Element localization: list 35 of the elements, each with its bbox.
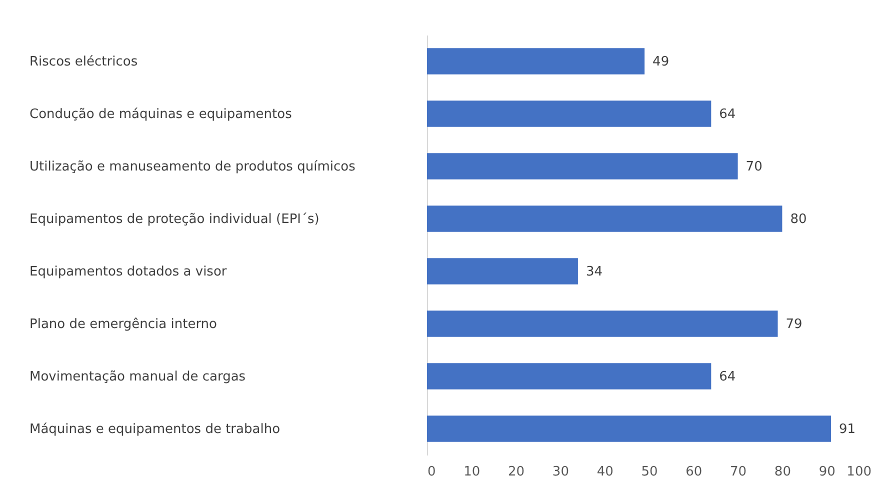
data-label: 49 — [652, 54, 670, 70]
x-tick-label: 20 — [508, 464, 525, 480]
x-tick-label: 40 — [596, 464, 614, 480]
y-tick-label: Movimentação manual de cargas — [30, 369, 246, 384]
y-tick-label: Plano de emergência interno — [30, 316, 218, 332]
y-tick-label: Riscos eléctricos — [30, 54, 138, 70]
bar — [427, 416, 832, 442]
x-tick-label: 90 — [818, 464, 836, 480]
x-tick-label: 100 — [846, 464, 872, 480]
x-tick-label: 30 — [552, 464, 569, 480]
x-tick-label: 50 — [641, 464, 658, 480]
bar — [427, 258, 578, 284]
y-tick-label: Equipamentos de proteção individual (EPI´s) — [30, 212, 320, 227]
x-tick-label: 10 — [464, 464, 480, 480]
data-label: 80 — [790, 212, 807, 227]
y-tick-label: Máquinas e equipamentos de trabalho — [30, 422, 280, 437]
bar — [427, 310, 778, 337]
x-tick-label: 80 — [774, 464, 791, 480]
data-label: 91 — [839, 422, 856, 437]
x-tick-label: 0 — [428, 464, 436, 480]
y-tick-label: Condução de máquinas e equipamentos — [30, 106, 292, 122]
y-tick-label: Utilização e manuseamento de produtos químicos — [30, 159, 356, 174]
bar — [427, 206, 782, 232]
bar — [427, 48, 645, 74]
data-label: 79 — [786, 316, 802, 332]
data-label: 70 — [746, 159, 762, 174]
data-label: 64 — [719, 106, 736, 122]
bar — [427, 153, 738, 180]
x-tick-label: 70 — [730, 464, 747, 480]
bar — [427, 100, 712, 127]
data-label: 34 — [586, 264, 603, 280]
y-tick-label: Equipamentos dotados a visor — [30, 264, 228, 280]
bar — [427, 363, 712, 390]
x-tick-label: 60 — [686, 464, 702, 480]
data-label: 64 — [719, 369, 736, 384]
